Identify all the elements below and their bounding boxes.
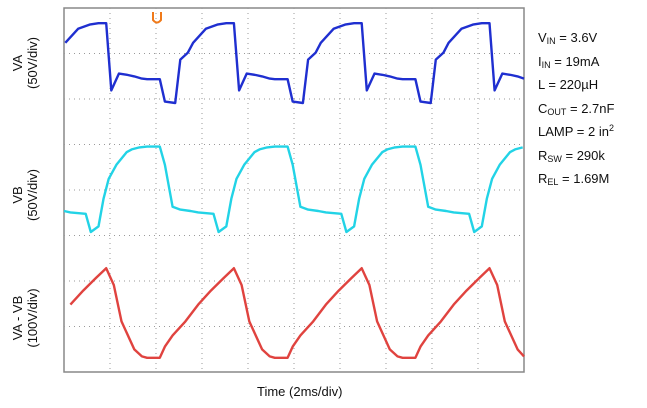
legend-iin: IIN = 19mA [538,53,600,70]
legend-l: L = 220µH [538,77,599,92]
vavb-label-scale: (100V/div) [25,288,40,348]
vavb-axis-label: VA - VB (100V/div) [10,288,40,347]
trace-vb [63,145,524,234]
trace-va-vb [69,267,525,359]
vb-label-scale: (50V/div) [25,168,40,222]
oscilloscope-plot [63,7,525,373]
conditions-legend: VIN = 3.6V IIN = 19mA L = 220µH COUT = 2… [538,26,614,191]
traces [63,22,525,359]
va-label-name: VA [10,54,25,72]
legend-lamp: LAMP = 2 in2 [538,123,614,140]
legend-rsw: RSW = 290k [538,147,605,164]
legend-cout: COUT = 2.7nF [538,100,615,117]
x-axis-label: Time (2ms/div) [257,384,343,399]
trigger-marker [152,12,162,24]
va-axis-label: VA (50V/div) [10,37,40,89]
vb-label-name: VB [10,186,25,204]
legend-vin: VIN = 3.6V [538,30,598,46]
trace-va [64,22,525,105]
va-label-scale: (50V/div) [25,36,40,90]
vavb-label-name: VA - VB [10,295,25,341]
legend-rel: REL = 1.69M [538,171,610,187]
vb-axis-label: VB (50V/div) [10,169,40,221]
